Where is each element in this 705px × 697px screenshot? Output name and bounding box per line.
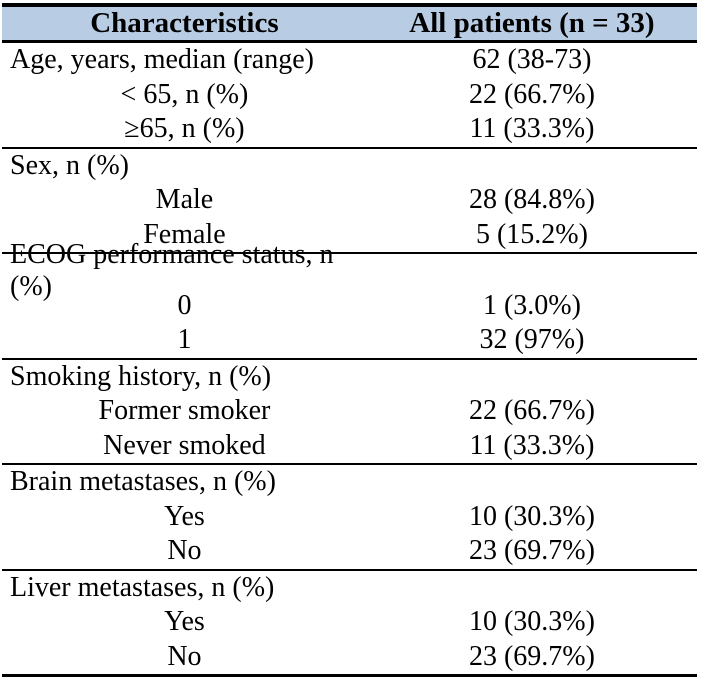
row-label: Age, years, median (range) [10,44,314,76]
row-label: Smoking history, n (%) [10,360,272,392]
section-smoking: Smoking history, n (%) Former smoker 22 … [2,357,697,464]
table-header-row: Characteristics All patients (n = 33) [2,3,697,43]
row-label: Yes [164,500,205,532]
row-value: 23 (69.7%) [468,640,595,672]
table-row: 1 32 (97%) [2,323,697,358]
row-label: < 65, n (%) [120,78,249,110]
table-row: Yes 10 (30.3%) [2,605,697,640]
row-value: 22 (66.7%) [468,78,595,110]
table-row: Male 28 (84.8%) [2,183,697,218]
row-value: 32 (97%) [479,324,585,356]
row-value: 62 (38-73) [472,44,592,76]
row-label: ECOG performance status, n (%) [10,239,334,303]
table-row: Liver metastases, n (%) [2,571,697,606]
row-value: 10 (30.3%) [468,500,595,532]
table-row: Age, years, median (range) 62 (38-73) [2,43,697,78]
row-label: Sex, n (%) [10,149,129,181]
row-value: 28 (84.8%) [468,184,595,216]
table-row: ECOG performance status, n (%) [2,239,697,302]
row-value: 1 (3.0%) [482,289,581,321]
table-row: No 23 (69.7%) [2,640,697,675]
row-label: Liver metastases, n (%) [10,571,275,603]
section-ecog: ECOG performance status, n (%) 0 1 (3.0%… [2,239,697,358]
row-label: No [167,535,202,567]
row-label: No [167,640,202,672]
table-row: ≥65, n (%) 11 (33.3%) [2,112,697,147]
section-sex: Sex, n (%) Male 28 (84.8%) Female 5 (15.… [2,146,697,253]
header-all-patients: All patients (n = 33) [409,7,655,39]
row-label: Female [143,218,226,250]
row-value: 11 (33.3%) [469,113,595,145]
row-value: 5 (15.2%) [475,218,588,250]
table-row: Brain metastases, n (%) [2,465,697,500]
section-liver-metastases: Liver metastases, n (%) Yes 10 (30.3%) N… [2,568,697,675]
patient-characteristics-table: Characteristics All patients (n = 33) Ag… [2,3,697,677]
table-row: Former smoker 22 (66.7%) [2,394,697,429]
row-value: 23 (69.7%) [468,535,595,567]
row-value: 11 (33.3%) [469,429,595,461]
table-row: Yes 10 (30.3%) [2,500,697,535]
table-row: < 65, n (%) 22 (66.7%) [2,78,697,113]
table-row: No 23 (69.7%) [2,534,697,569]
row-label: 0 [177,289,192,321]
table-row: Sex, n (%) [2,149,697,184]
row-label: Yes [164,606,205,638]
row-label: ≥65, n (%) [124,113,245,145]
table-row: 0 1 (3.0%) [2,289,697,324]
section-age: Age, years, median (range) 62 (38-73) < … [2,43,697,147]
row-label: Never smoked [103,429,266,461]
row-value: 22 (66.7%) [468,395,595,427]
table-row: Never smoked 11 (33.3%) [2,429,697,464]
row-label: Male [155,184,214,216]
row-label: Brain metastases, n (%) [10,466,276,498]
row-label: Former smoker [98,395,271,427]
section-brain-metastases: Brain metastases, n (%) Yes 10 (30.3%) N… [2,463,697,569]
row-label: 1 [177,324,192,356]
table-row: Female 5 (15.2%) [2,218,697,253]
table-row: Smoking history, n (%) [2,360,697,395]
row-value: 10 (30.3%) [468,606,595,638]
header-characteristics: Characteristics [90,7,279,39]
